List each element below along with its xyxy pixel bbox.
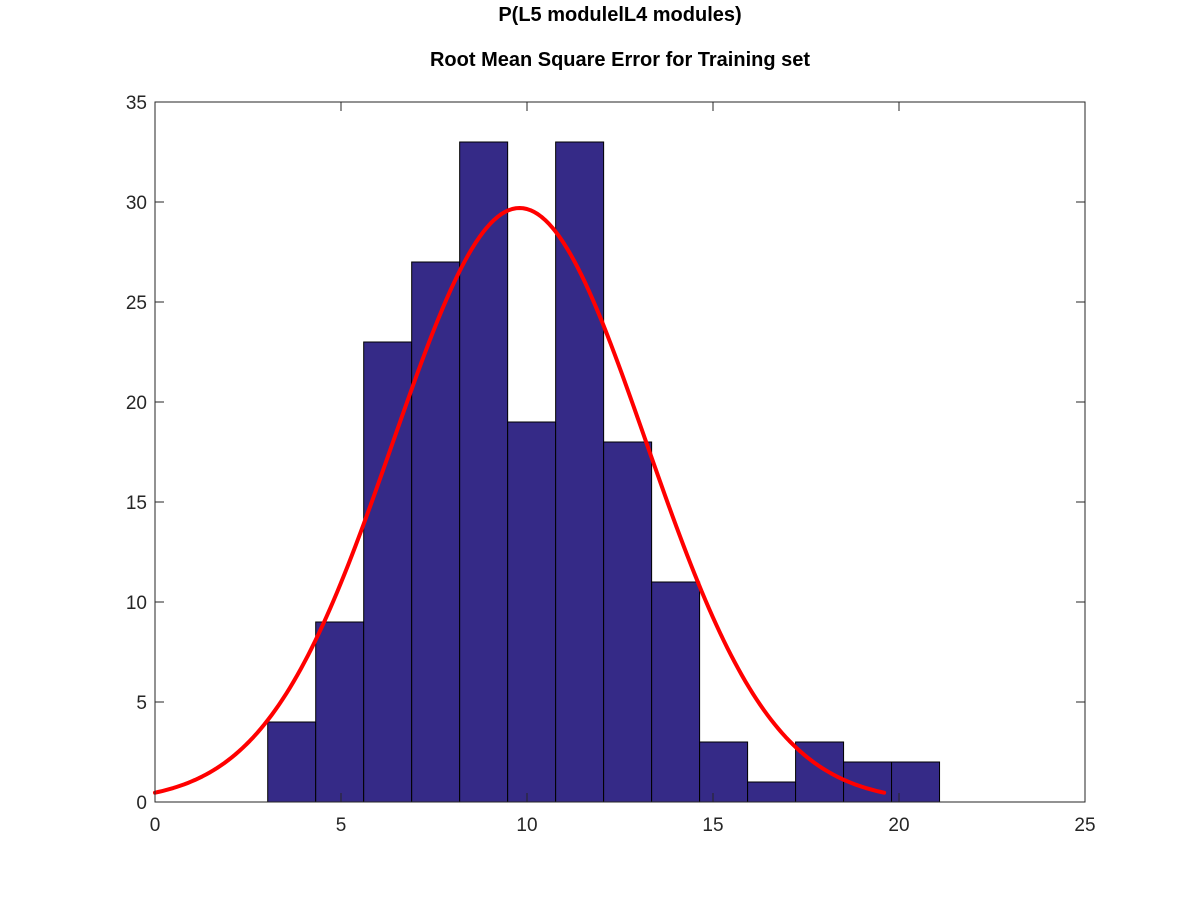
y-tick-label: 25	[126, 293, 147, 314]
x-tick-label: 0	[150, 815, 161, 836]
y-tick-label: 0	[136, 793, 147, 814]
histogram-bar-8	[603, 441, 653, 803]
y-tick-label: 30	[126, 193, 147, 214]
x-tick-label: 15	[702, 815, 723, 836]
histogram-bar-11	[747, 781, 797, 803]
y-tick-label: 15	[126, 493, 147, 514]
normal-fit-curve	[153, 206, 887, 795]
x-tick-label: 20	[888, 815, 909, 836]
histogram-bar-6	[507, 421, 557, 803]
x-tick-label: 25	[1074, 815, 1095, 836]
y-tick-label: 20	[126, 393, 147, 414]
histogram-bar-4	[411, 261, 461, 803]
axes-layer: 0 5 10 15 20 25 0 5 10 15 20 25 30 35	[126, 93, 1096, 836]
x-tick-label: 5	[336, 815, 347, 836]
bars-layer	[267, 141, 941, 803]
histogram-bar-10	[699, 741, 749, 803]
histogram-bar-3	[363, 341, 413, 803]
x-tick-label: 10	[516, 815, 537, 836]
y-tick-label: 5	[136, 693, 147, 714]
histogram-bar-9	[651, 581, 701, 803]
y-tick-label: 35	[126, 93, 147, 114]
chart-subtitle: Root Mean Square Error for Training set	[429, 49, 811, 71]
histogram-bar-1	[267, 721, 317, 803]
fit-curve-layer	[153, 206, 887, 795]
chart-title: P(L5 modulelL4 modules)	[498, 4, 742, 26]
histogram-bar-5	[459, 141, 509, 803]
axes-box	[154, 101, 1086, 803]
y-tick-label: 10	[126, 593, 147, 614]
histogram-bar-2	[315, 621, 365, 803]
